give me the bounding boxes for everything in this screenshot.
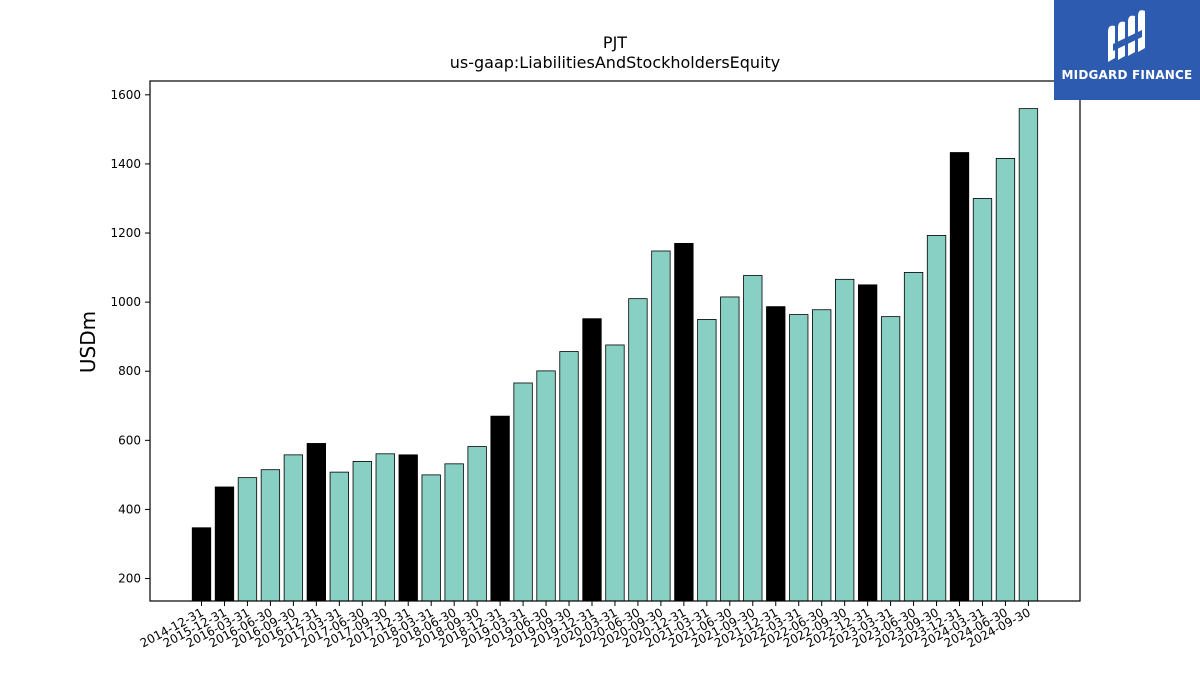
y-tick-label: 1000 (110, 295, 141, 309)
midgard-logo-icon (1108, 10, 1145, 63)
bar-2020-12-31 (674, 242, 694, 602)
y-tick-label: 1600 (110, 88, 141, 102)
bar-2021-12-31 (766, 306, 786, 602)
bar-2021-03-31 (697, 319, 717, 602)
bar-2023-06-30 (903, 272, 924, 602)
bar-2017-12-31 (398, 454, 418, 602)
bar-2020-03-31 (605, 344, 625, 602)
logo-text: MIDGARD FINANCE (1061, 68, 1193, 82)
bar-2020-09-30 (651, 250, 671, 602)
bar-2017-09-30 (375, 453, 395, 602)
bar-2014-12-31 (191, 527, 212, 602)
bar-2023-09-30 (926, 235, 947, 602)
y-tick-label: 1400 (110, 157, 141, 171)
bar-2022-09-30 (835, 278, 855, 602)
y-axis: 200 400 600 800 1000 1200 1400 1600 (110, 88, 150, 586)
y-tick-label: 200 (118, 572, 141, 586)
bar-2021-09-30 (743, 275, 763, 602)
bar-2024-09-30 (1018, 108, 1039, 602)
bar-2019-12-31 (582, 318, 602, 602)
chart-subtitle: us-gaap:LiabilitiesAndStockholdersEquity (450, 53, 781, 72)
bars-group (191, 108, 1039, 602)
bar-2022-12-31 (857, 284, 878, 602)
y-tick-label: 400 (118, 502, 141, 516)
bar-2023-03-31 (880, 316, 901, 602)
y-tick-label: 1200 (110, 226, 141, 240)
bar-2017-06-30 (352, 461, 372, 602)
y-axis-label: USDm (76, 311, 100, 373)
bar-2016-12-31 (306, 443, 327, 602)
y-tick-label: 600 (118, 433, 141, 447)
bar-2016-09-30 (283, 454, 304, 602)
bar-2023-12-31 (949, 152, 970, 602)
bar-2019-09-30 (559, 351, 579, 602)
bar-2016-06-30 (260, 469, 281, 602)
bar-2024-06-30 (995, 157, 1016, 602)
bar-2020-06-30 (628, 298, 648, 602)
chart-title: PJT (603, 33, 627, 52)
bar-2018-09-30 (467, 446, 487, 602)
y-tick-label: 800 (118, 364, 141, 378)
plot-frame (149, 80, 1081, 602)
bar-2019-06-30 (536, 370, 556, 602)
bar-2015-12-31 (214, 486, 235, 602)
bar-2021-06-30 (720, 296, 740, 602)
bar-2018-06-30 (444, 463, 464, 602)
x-axis: 2014-12-312015-12-312016-03-312016-06-30… (138, 601, 1033, 650)
bar-2018-12-31 (490, 415, 510, 602)
bar-2017-03-31 (329, 471, 349, 602)
midgard-finance-logo: MIDGARD FINANCE (1054, 0, 1200, 100)
bar-2022-06-30 (812, 309, 832, 602)
bar-2018-03-31 (421, 474, 441, 602)
bar-2016-03-31 (237, 477, 258, 602)
bar-2022-03-31 (789, 314, 809, 602)
bar-2019-03-31 (513, 382, 533, 602)
bar-2024-03-31 (972, 198, 993, 602)
